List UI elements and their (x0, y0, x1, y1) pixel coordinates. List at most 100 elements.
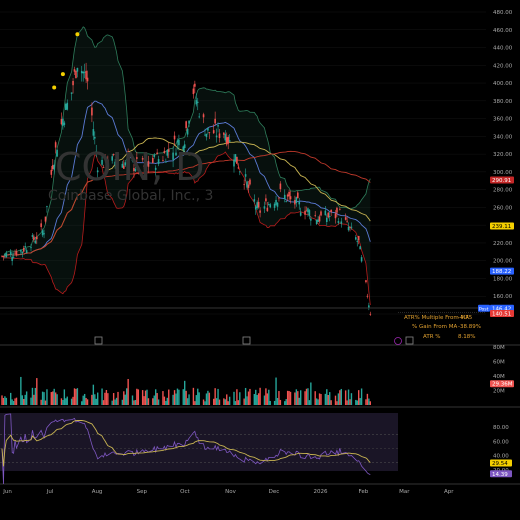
candle-body (92, 129, 95, 136)
volume-bar (53, 388, 55, 405)
candle-body (172, 152, 174, 160)
volume-bar (76, 388, 79, 405)
candle-body (178, 139, 180, 146)
volume-bar (104, 392, 106, 405)
volume-bar (339, 390, 341, 405)
volume-bar (286, 390, 289, 405)
candle-body (320, 211, 322, 216)
dividend-marker-icon[interactable] (394, 337, 402, 345)
price-tick-label: 260.00 (493, 205, 513, 211)
candle-body (357, 235, 360, 241)
volume-bar (82, 395, 84, 405)
rsi-ma-line (1, 420, 371, 467)
volume-bar (346, 400, 348, 405)
volume-bar (36, 378, 38, 405)
signal-dot-icon (52, 85, 57, 90)
earnings-marker-icon[interactable] (405, 336, 414, 345)
candle-body (43, 233, 45, 235)
candle-body (85, 70, 87, 80)
candle-body (330, 209, 332, 212)
volume-bar (239, 392, 241, 405)
price-tick-label: 440.00 (493, 46, 513, 52)
earnings-marker-icon[interactable] (94, 336, 103, 345)
volume-bar (95, 398, 97, 405)
volume-bar (297, 391, 299, 405)
candle-body (355, 237, 357, 240)
volume-bar (202, 399, 205, 405)
volume-bar (111, 400, 113, 405)
candle-body (228, 140, 231, 142)
volume-bar (92, 384, 95, 405)
volume-bar (223, 398, 225, 405)
rsi-pane[interactable] (0, 413, 398, 485)
volume-bar (226, 394, 228, 405)
volume-bar (24, 394, 26, 405)
volume-bar (137, 389, 139, 405)
volume-bar (205, 393, 208, 405)
candle-body (152, 157, 154, 163)
candle-body (72, 80, 74, 86)
volume-bar (278, 391, 280, 405)
volume-bar (86, 399, 89, 405)
volume-bar (144, 390, 147, 405)
rsi-line (1, 413, 371, 485)
candle-body (227, 136, 229, 144)
volume-bar (269, 400, 271, 405)
candle-body (188, 120, 190, 124)
volume-bar (334, 395, 337, 405)
volume-bar (279, 399, 282, 405)
volume-bar (227, 401, 229, 405)
volume-tick-label: 60M (493, 360, 505, 366)
candle-body (66, 102, 69, 110)
volume-bar (344, 390, 347, 405)
candle-body (257, 201, 260, 208)
price-badge-label: 146.42 (492, 306, 511, 312)
volume-bar (40, 399, 42, 405)
volume-tick-label: 20M (493, 389, 505, 395)
candle-body (276, 202, 279, 207)
time-tick-label: 2026 (314, 489, 328, 495)
candle-body (327, 212, 330, 218)
volume-bar (60, 398, 63, 405)
volume-bar (369, 401, 371, 405)
candle-body (369, 313, 372, 315)
candle-body (153, 154, 156, 157)
candle-body (104, 154, 106, 156)
volume-bar (66, 396, 68, 405)
volume-bar (155, 389, 157, 405)
volume-bar (237, 400, 240, 405)
volume-badge (490, 380, 514, 388)
candle-body (173, 135, 176, 140)
candle-body (337, 221, 340, 223)
volume-bar (12, 401, 15, 405)
candle-body (233, 159, 235, 167)
price-badge-label: 239.11 (492, 224, 511, 230)
time-tick-label: Mar (399, 489, 410, 495)
earnings-marker-icon[interactable] (242, 336, 251, 345)
volume-bar (349, 399, 351, 405)
volume-bar (350, 393, 353, 405)
candle-body (115, 164, 118, 171)
candle-body (65, 103, 67, 110)
volume-pane[interactable] (1, 376, 371, 405)
candle-body (95, 151, 98, 153)
candle-body (195, 100, 198, 105)
price-pane[interactable]: COIN, D Coinbase Global, Inc., 3 (0, 0, 486, 316)
candle-body (205, 133, 208, 138)
candle-body (36, 236, 38, 240)
volume-bar (131, 395, 134, 405)
price-tick-label: 280.00 (493, 188, 513, 194)
volume-bar (163, 396, 166, 405)
volume-bar (21, 395, 23, 405)
volume-bar (153, 395, 155, 405)
candle-body (21, 251, 24, 254)
volume-bar (310, 382, 312, 405)
volume-bar (107, 393, 109, 405)
time-axis[interactable]: Jun Jul Aug Sep Oct Nov Dec 2026 Feb Mar Apr (2, 489, 454, 495)
volume-tick-label: 40M (493, 374, 505, 380)
candle-body (75, 70, 77, 79)
volume-bar (315, 398, 318, 405)
